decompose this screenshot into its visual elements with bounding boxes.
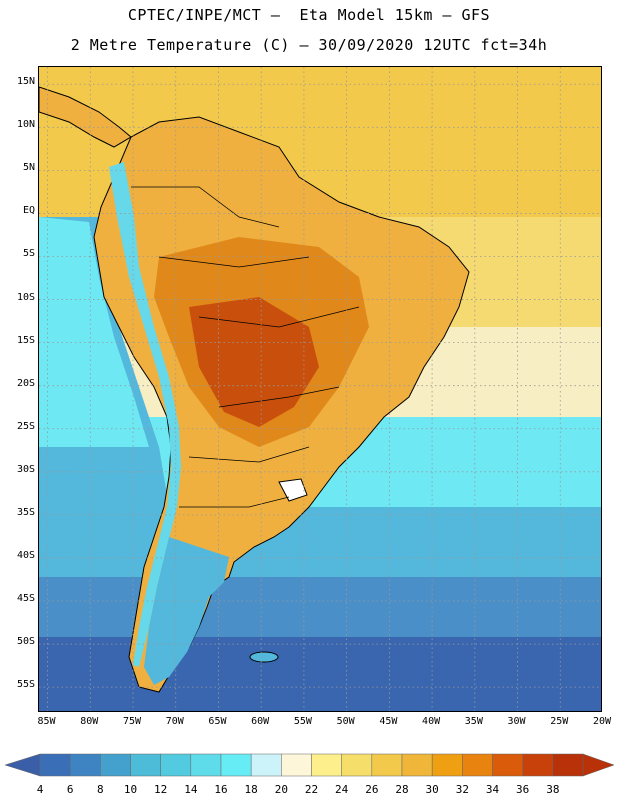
colorbar-swatch xyxy=(552,753,584,777)
pacific-cyan-tongue xyxy=(39,217,149,447)
colorbar-swatch xyxy=(341,753,373,777)
colorbar-swatch xyxy=(431,753,463,777)
falkland-islands xyxy=(249,651,279,663)
colorbar-swatch xyxy=(371,753,403,777)
colorbar-swatch xyxy=(160,753,192,777)
andes-cool-stripe xyxy=(109,162,181,667)
lat-label: 5S xyxy=(22,248,35,260)
lat-label: 20S xyxy=(16,377,35,389)
lat-label: 25S xyxy=(16,420,35,432)
colorbar-label: 6 xyxy=(66,783,74,796)
colorbar-swatch xyxy=(462,753,493,777)
colorbar-label: 4 xyxy=(36,783,44,796)
colorbar-swatch xyxy=(281,753,312,777)
land-hottest-zone xyxy=(189,297,319,427)
lat-label: EQ xyxy=(22,205,35,217)
colorbar-under-arrow xyxy=(4,753,41,777)
lat-label: 10S xyxy=(16,291,35,303)
colorbar-label: 8 xyxy=(97,783,104,796)
lon-label: 80W xyxy=(80,716,99,727)
colorbar-label: 14 xyxy=(184,783,198,796)
colorbar-label: 16 xyxy=(214,783,228,796)
colorbar-label: 12 xyxy=(154,783,168,796)
lon-label: 40W xyxy=(422,716,441,727)
colorbar-swatch xyxy=(69,753,101,777)
colorbar xyxy=(4,753,615,777)
lon-label: 25W xyxy=(550,716,569,727)
lon-label: 60W xyxy=(251,716,270,727)
lat-label: 30S xyxy=(16,463,35,475)
colorbar-swatch xyxy=(130,753,161,777)
colorbar-swatch xyxy=(100,753,131,777)
colorbar-label: 10 xyxy=(123,783,138,796)
map-title-model: CPTEC/INPE/MCT – Eta Model 15km – GFS xyxy=(127,6,491,24)
colorbar-swatch xyxy=(401,753,433,777)
colorbar-label: 32 xyxy=(455,783,469,796)
colorbar-swatch xyxy=(492,753,523,777)
colorbar-label: 26 xyxy=(365,783,379,796)
ocean-band-cool xyxy=(39,507,601,577)
country-borders xyxy=(131,186,360,508)
lon-label: 50W xyxy=(336,716,355,727)
colorbar-swatch xyxy=(250,753,282,777)
colorbar-label: 36 xyxy=(516,783,530,796)
colorbar-label: 30 xyxy=(425,783,439,796)
colorbar-label: 20 xyxy=(274,783,288,796)
colorbar-swatch xyxy=(311,753,342,777)
lon-label: 75W xyxy=(122,716,142,727)
colorbar-label: 34 xyxy=(485,783,500,796)
lon-label: 30W xyxy=(507,716,526,727)
lon-label: 35W xyxy=(464,716,483,727)
colorbar-label: 38 xyxy=(546,783,560,796)
temperature-map xyxy=(39,67,601,711)
map-title-variable: 2 Metre Temperature (C) – 30/09/2020 12U… xyxy=(70,36,548,54)
colorbar-swatch xyxy=(39,753,71,777)
lat-label: 5N xyxy=(22,162,35,174)
lat-label: 35S xyxy=(16,506,35,518)
lon-label: 70W xyxy=(165,716,184,727)
lon-label: 20W xyxy=(592,716,612,727)
colorbar-over-arrow xyxy=(582,753,615,777)
lon-label: 85W xyxy=(37,716,56,727)
patagonia-cool xyxy=(144,537,229,685)
lat-label: 55S xyxy=(16,679,35,691)
colorbar-label: 24 xyxy=(335,783,349,796)
lat-label: 45S xyxy=(16,593,35,605)
lat-label: 40S xyxy=(16,549,35,561)
lat-label: 15N xyxy=(16,76,35,88)
lat-label: 50S xyxy=(16,636,35,648)
lat-label: 10N xyxy=(16,119,35,131)
lon-label: 65W xyxy=(208,716,227,727)
lon-label: 55W xyxy=(293,716,312,727)
colorbar-label: 18 xyxy=(244,783,258,796)
colorbar-swatch xyxy=(220,753,252,777)
colorbar-swatch xyxy=(522,753,554,777)
colorbar-swatch xyxy=(190,753,222,777)
central-america-land xyxy=(39,86,132,148)
lon-label: 45W xyxy=(379,716,398,727)
colorbar-label: 28 xyxy=(395,783,409,796)
rio-de-la-plata xyxy=(278,478,308,502)
lat-label: 15S xyxy=(16,334,35,346)
colorbar-label: 22 xyxy=(304,783,319,796)
map-panel xyxy=(38,66,602,712)
